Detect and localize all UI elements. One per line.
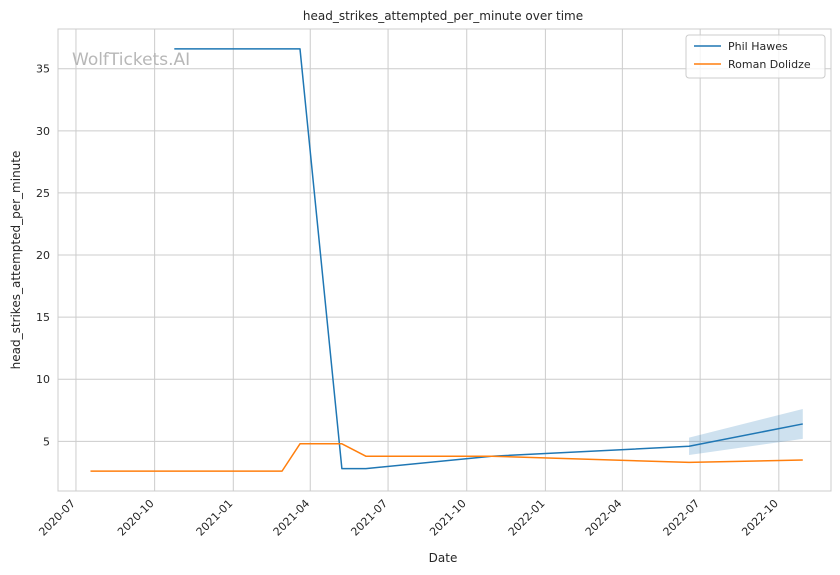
plot-frame <box>57 28 832 492</box>
confidence-band <box>689 409 803 455</box>
legend: Phil Hawes Roman Dolidze <box>685 34 826 79</box>
legend-label: Phil Hawes <box>728 40 788 53</box>
y-axis-label: head_strikes_attempted_per_minute <box>9 151 23 370</box>
series-lines <box>90 48 803 472</box>
y-tick-label: 30 <box>36 125 50 138</box>
y-tick-label: 15 <box>36 311 50 324</box>
y-tick-label: 25 <box>36 187 50 200</box>
y-tick-label: 20 <box>36 249 50 262</box>
y-tick-labels: 5 10 15 20 25 30 35 <box>36 63 50 449</box>
chart-title: head_strikes_attempted_per_minute over t… <box>303 9 583 23</box>
watermark: WolfTickets.AI <box>72 50 190 70</box>
legend-label: Roman Dolidze <box>728 58 811 71</box>
grid-lines <box>58 29 831 491</box>
series-line <box>174 48 803 470</box>
y-tick-label: 5 <box>43 435 50 448</box>
y-tick-label: 10 <box>36 373 50 386</box>
x-axis-label: Date <box>429 551 458 565</box>
confidence-bands <box>689 409 803 455</box>
series-line <box>90 443 803 472</box>
y-tick-label: 35 <box>36 63 50 76</box>
